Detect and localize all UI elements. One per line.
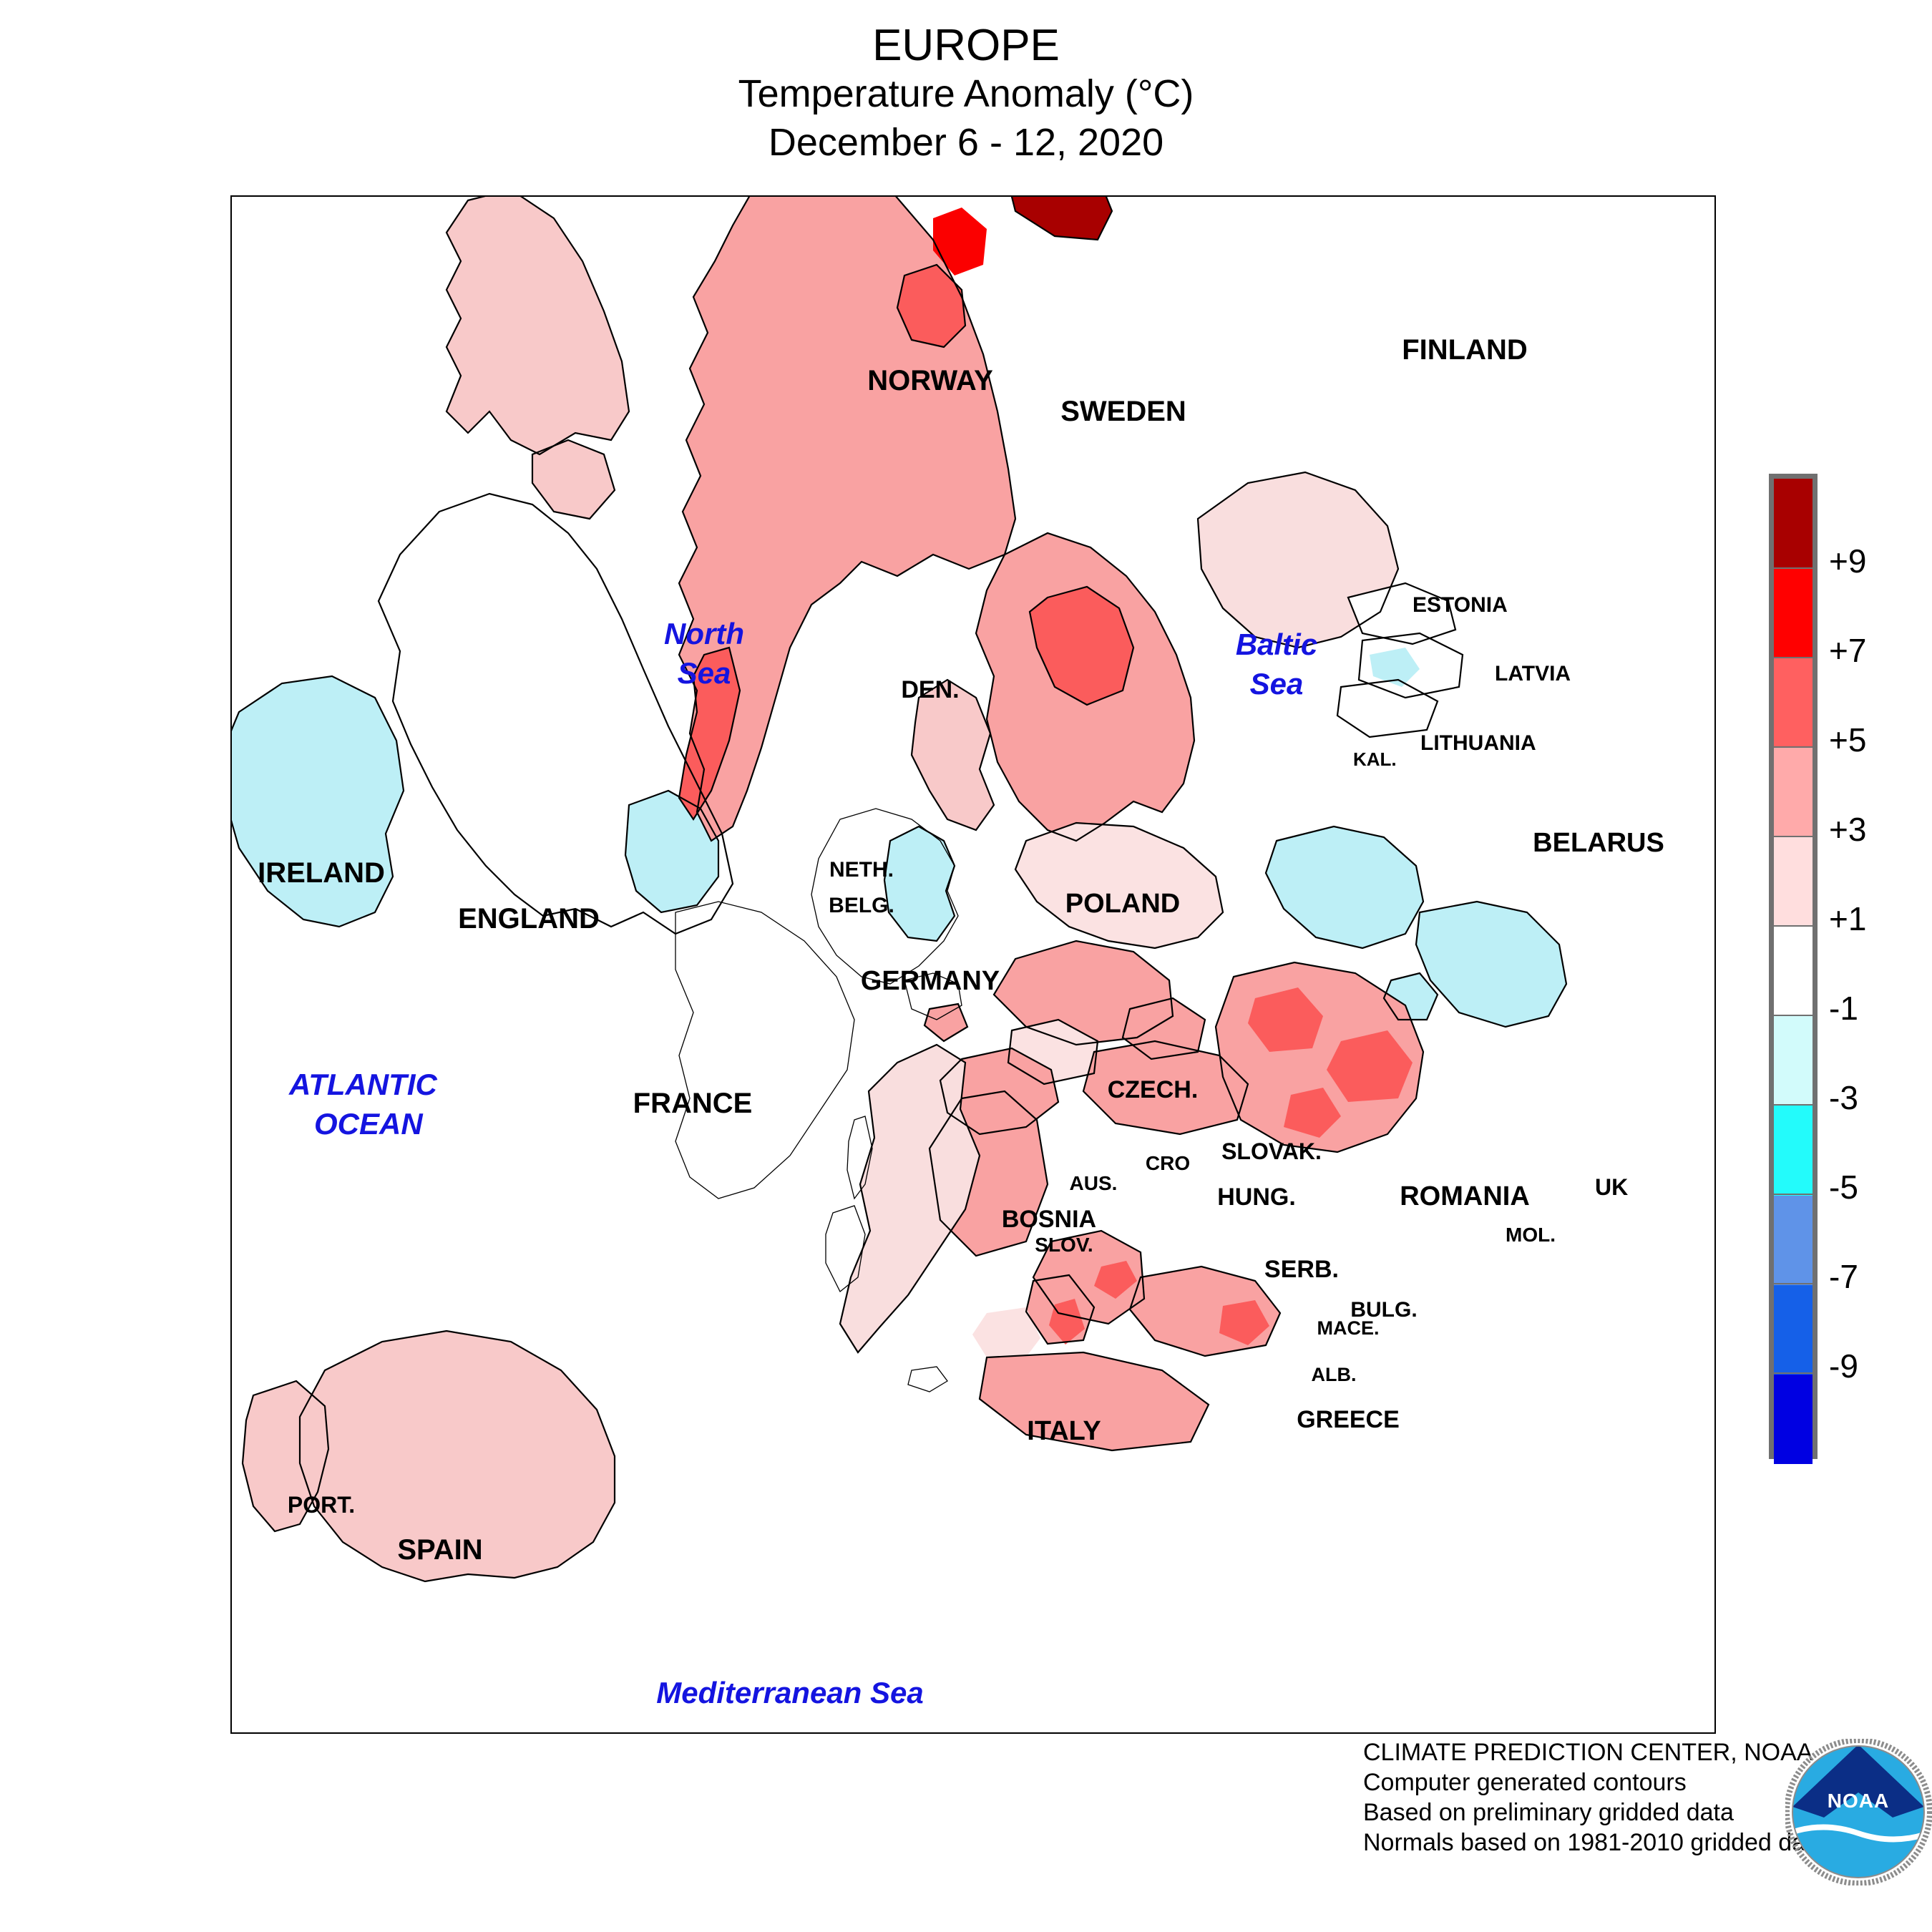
- svg-text:DEN.: DEN.: [901, 676, 959, 703]
- svg-text:KAL.: KAL.: [1353, 748, 1397, 770]
- svg-text:GERMANY: GERMANY: [861, 966, 1000, 996]
- svg-text:ENGLAND: ENGLAND: [458, 903, 600, 935]
- svg-text:BOSNIA: BOSNIA: [1002, 1206, 1096, 1233]
- svg-text:BELG.: BELG.: [829, 894, 894, 917]
- svg-text:NOAA: NOAA: [1828, 1790, 1889, 1812]
- svg-text:Baltic: Baltic: [1236, 628, 1317, 661]
- svg-text:SERB.: SERB.: [1264, 1256, 1339, 1283]
- svg-text:MACE.: MACE.: [1317, 1317, 1380, 1339]
- svg-text:IRELAND: IRELAND: [258, 857, 385, 889]
- svg-text:ALB.: ALB.: [1312, 1364, 1357, 1385]
- svg-text:BELARUS: BELARUS: [1533, 828, 1664, 858]
- svg-text:HUNG.: HUNG.: [1217, 1184, 1296, 1211]
- svg-text:Sea: Sea: [1250, 667, 1304, 701]
- svg-text:NORWAY: NORWAY: [867, 365, 993, 396]
- svg-text:OCEAN: OCEAN: [314, 1107, 424, 1141]
- svg-text:AUS.: AUS.: [1070, 1172, 1118, 1194]
- svg-text:North: North: [664, 617, 744, 650]
- svg-text:MOL.: MOL.: [1506, 1224, 1556, 1246]
- svg-text:FRANCE: FRANCE: [633, 1088, 753, 1119]
- svg-text:SPAIN: SPAIN: [397, 1534, 482, 1566]
- svg-text:ESTONIA: ESTONIA: [1413, 593, 1508, 617]
- svg-text:POLAND: POLAND: [1065, 889, 1180, 919]
- svg-text:NETH.: NETH.: [829, 858, 894, 882]
- svg-text:SWEDEN: SWEDEN: [1060, 396, 1186, 427]
- svg-text:Sea: Sea: [678, 656, 731, 690]
- svg-text:SLOV.: SLOV.: [1035, 1234, 1093, 1256]
- svg-text:FINLAND: FINLAND: [1402, 334, 1528, 366]
- svg-text:SLOVAK.: SLOVAK.: [1221, 1138, 1322, 1164]
- svg-text:Mediterranean Sea: Mediterranean Sea: [656, 1676, 924, 1709]
- svg-text:CRO: CRO: [1146, 1152, 1190, 1174]
- svg-text:UK: UK: [1595, 1174, 1628, 1200]
- svg-text:ROMANIA: ROMANIA: [1400, 1181, 1530, 1211]
- svg-text:LITHUANIA: LITHUANIA: [1420, 731, 1536, 755]
- svg-text:ITALY: ITALY: [1027, 1416, 1101, 1446]
- svg-text:GREECE: GREECE: [1297, 1406, 1400, 1433]
- svg-text:CZECH.: CZECH.: [1108, 1076, 1199, 1103]
- svg-text:LATVIA: LATVIA: [1495, 662, 1571, 686]
- svg-text:ATLANTIC: ATLANTIC: [288, 1068, 438, 1101]
- svg-text:PORT.: PORT.: [288, 1492, 355, 1518]
